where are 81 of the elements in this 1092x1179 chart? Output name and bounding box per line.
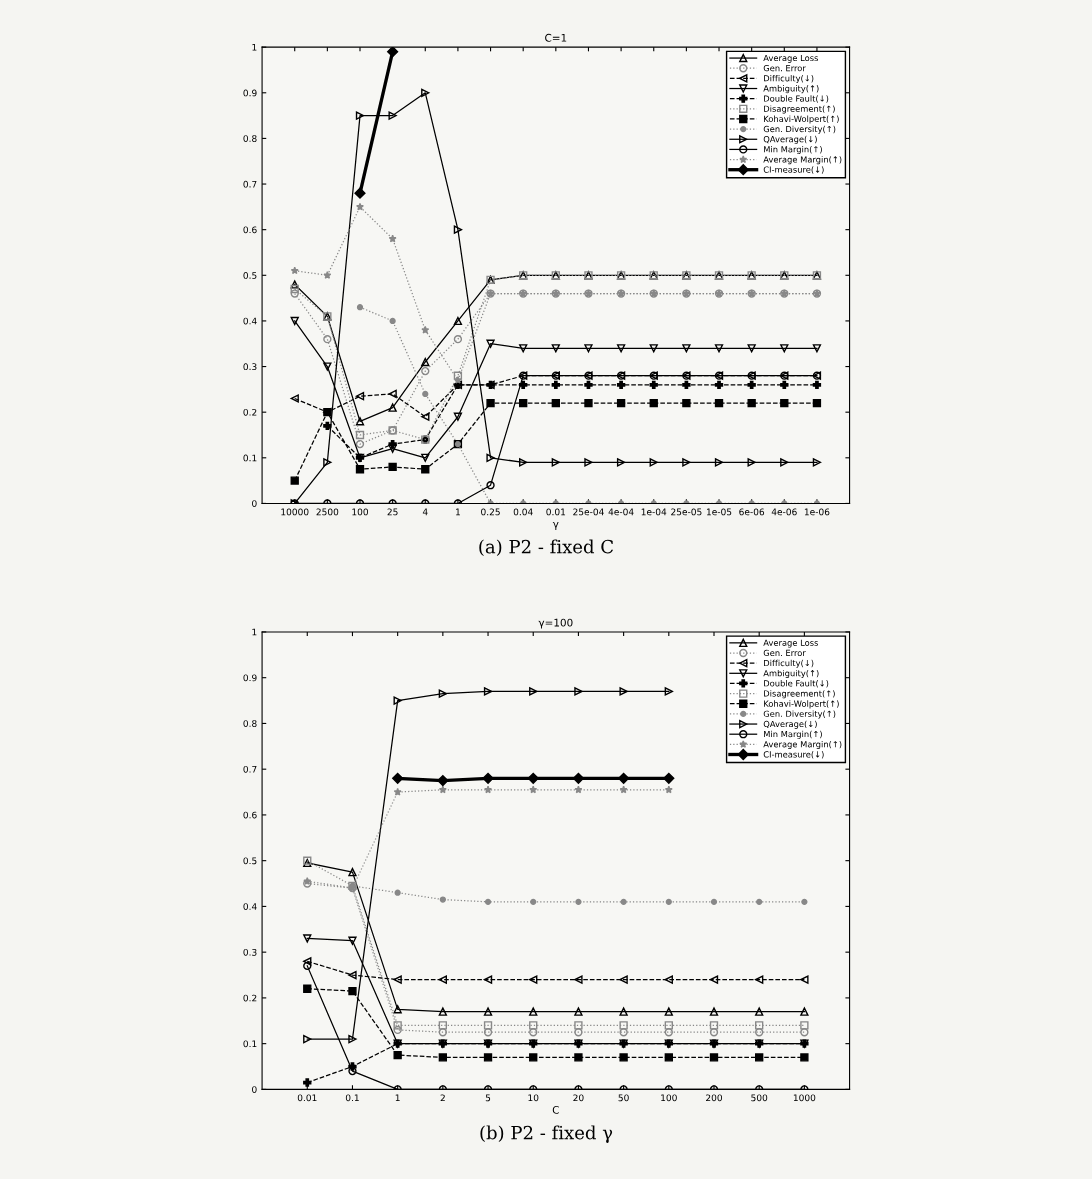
chart-title: C=1 [545, 33, 567, 42]
legend-label: Kohavi-Wolpert(↑) [764, 700, 839, 709]
legend-label: Min Margin(↑) [764, 146, 822, 155]
y-tick-label: 0.4 [243, 903, 257, 910]
x-tick-label: 100 [661, 1094, 677, 1102]
chart-title: γ=100 [538, 618, 573, 629]
legend-label: CI-measure(↓) [763, 166, 824, 174]
x-tick-label: 20 [573, 1094, 584, 1102]
legend-label: Average Margin(↑) [763, 740, 842, 749]
y-tick-label: 0.1 [243, 454, 257, 462]
text: (a) P2 - fixed C [479, 539, 614, 557]
y-tick-label: 0.9 [243, 674, 257, 682]
y-tick-label: 0 [252, 500, 257, 507]
y-tick-label: 0.8 [243, 720, 257, 727]
x-tick-label: 2500 [316, 508, 339, 516]
y-tick-label: 0.5 [243, 272, 257, 279]
x-axis-title: C [552, 1105, 559, 1114]
x-tick-label: 25e-04 [573, 508, 604, 516]
x-tick-label: 200 [706, 1094, 723, 1102]
y-tick-label: 0 [252, 1086, 257, 1093]
legend-label: Ambiguity(↑) [763, 85, 819, 94]
legend-label: Average Margin(↑) [763, 156, 842, 165]
x-tick-label: 1e-06 [804, 508, 830, 516]
y-tick-label: 0.4 [243, 317, 257, 325]
x-tick-label: 0.04 [513, 508, 533, 516]
y-tick-label: 0.2 [243, 994, 257, 1002]
legend-label: Disagreement(↑) [764, 105, 835, 114]
y-tick-label: 0.9 [243, 89, 257, 97]
legend-label: QAverage(↓) [763, 720, 817, 729]
legend-label: Gen. Error [763, 649, 806, 657]
x-tick-label: 4 [422, 508, 428, 516]
x-tick-label: 25 [387, 508, 398, 516]
legend-label: Difficulty(↓) [764, 659, 814, 668]
x-tick-label: 1 [456, 508, 460, 516]
legend-label: Ambiguity(↑) [763, 669, 819, 678]
x-tick-label: 0.01 [297, 1094, 317, 1102]
y-tick-label: 0.5 [243, 857, 257, 865]
legend-label: Disagreement(↑) [764, 690, 835, 699]
legend-label: CI-measure(↓) [763, 751, 824, 759]
y-tick-label: 0.3 [243, 948, 257, 956]
legend-label: Average Loss [763, 639, 818, 648]
legend-label: Kohavi-Wolpert(↑) [764, 115, 839, 124]
legend-label: Gen. Diversity(↑) [763, 710, 836, 719]
legend-label: Gen. Error [763, 64, 806, 72]
x-tick-label: 2 [440, 1094, 445, 1102]
legend-label: Min Margin(↑) [764, 730, 822, 739]
legend-label: Average Loss [763, 54, 818, 63]
x-tick-label: 6e-06 [739, 508, 765, 516]
y-tick-label: 0.7 [243, 765, 257, 773]
y-tick-label: 0.3 [243, 363, 257, 371]
x-tick-label: 10000 [281, 508, 309, 516]
x-tick-label: 1e-04 [641, 508, 667, 516]
y-tick-label: 0.7 [243, 180, 257, 188]
y-tick-label: 0.2 [243, 408, 257, 416]
y-tick-label: 0.6 [243, 811, 257, 819]
x-tick-label: 100 [352, 508, 369, 516]
x-tick-label: 1000 [793, 1094, 816, 1102]
legend-label: Gen. Diversity(↑) [763, 125, 836, 134]
y-tick-label: 0.1 [243, 1040, 257, 1048]
x-tick-label: 1e-05 [706, 508, 732, 516]
x-axis-title: γ [552, 522, 559, 530]
x-tick-label: 1 [395, 1094, 400, 1102]
x-tick-label: 10 [528, 1094, 539, 1102]
x-tick-label: 500 [751, 1094, 768, 1102]
x-tick-label: 0.01 [546, 508, 566, 516]
x-tick-label: 50 [618, 1094, 629, 1102]
x-tick-label: 4e-06 [771, 508, 797, 516]
y-tick-label: 0.8 [243, 135, 257, 142]
legend-label: Double Fault(↓) [764, 95, 829, 103]
legend-label: QAverage(↓) [763, 135, 817, 144]
x-tick-label: 0.1 [345, 1094, 359, 1102]
text: (b) P2 - fixed γ [480, 1125, 613, 1143]
x-tick-label: 5 [485, 1094, 491, 1102]
legend-label: Double Fault(↓) [764, 680, 829, 688]
legend-label: Difficulty(↓) [764, 74, 814, 84]
x-tick-label: 4e-04 [608, 508, 634, 516]
y-tick-label: 1 [252, 44, 257, 51]
y-tick-label: 1 [252, 628, 257, 636]
y-tick-label: 0.6 [243, 226, 257, 234]
x-tick-label: 0.25 [481, 508, 500, 516]
x-tick-label: 25e-05 [671, 508, 702, 516]
